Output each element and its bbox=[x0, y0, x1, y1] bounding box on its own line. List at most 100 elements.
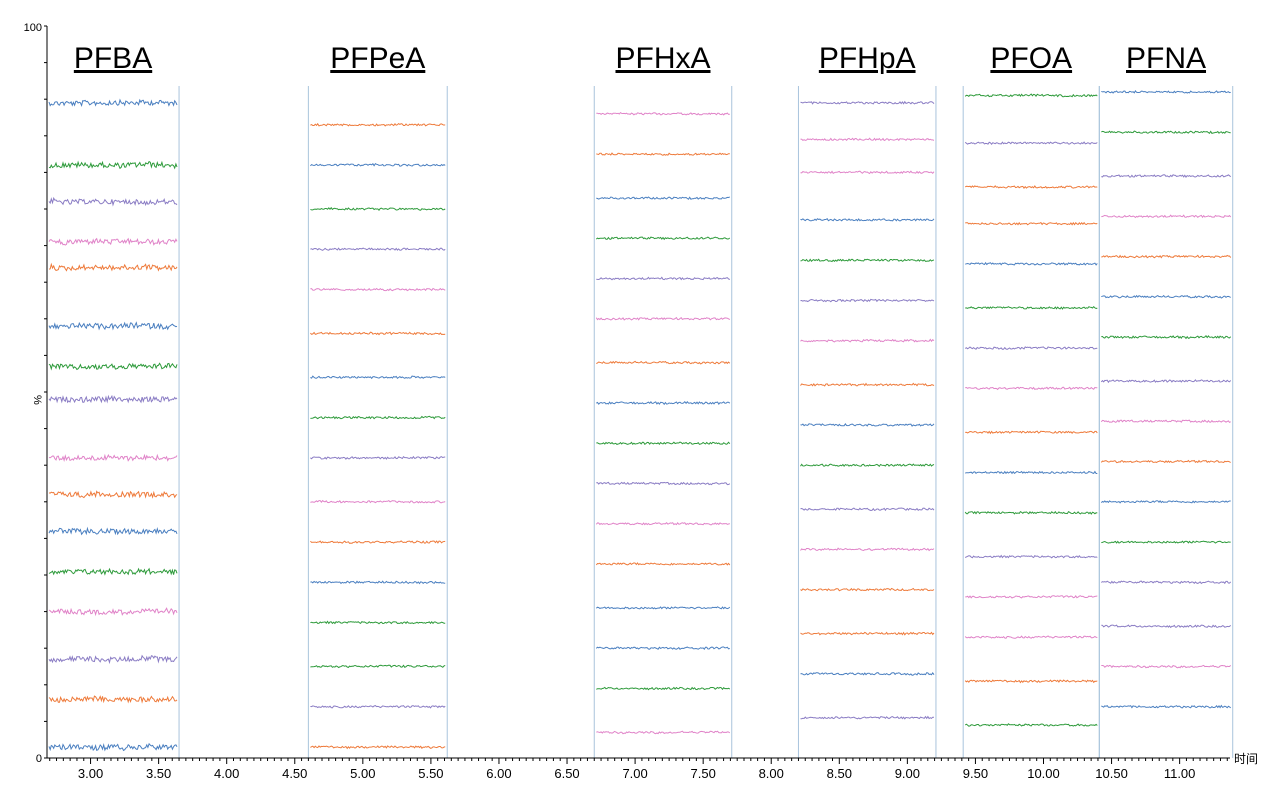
y-max-label: 100 bbox=[24, 22, 42, 34]
trace-line bbox=[800, 547, 935, 552]
trace-line bbox=[48, 394, 178, 404]
x-axis-unit-label: 时间 bbox=[1234, 752, 1258, 766]
trace-line bbox=[800, 170, 935, 175]
trace-line bbox=[595, 606, 731, 610]
x-tick-label: 4.00 bbox=[214, 766, 239, 781]
trace-line bbox=[964, 635, 1098, 639]
trace-line bbox=[800, 423, 935, 427]
trace-line bbox=[965, 470, 1098, 475]
x-tick-label: 7.50 bbox=[691, 766, 716, 781]
x-tick-label: 3.00 bbox=[78, 766, 103, 781]
window-boundaries bbox=[178, 86, 1234, 758]
trace-line bbox=[48, 453, 178, 463]
axes: 100 0 % 时间 bbox=[24, 22, 1258, 766]
x-tick-label: 11.00 bbox=[1164, 766, 1196, 781]
trace-line bbox=[800, 672, 935, 676]
trace-line bbox=[1101, 704, 1231, 709]
trace-line bbox=[48, 607, 178, 617]
trace-line bbox=[1101, 624, 1232, 629]
trace-line bbox=[800, 137, 935, 142]
trace-line bbox=[48, 362, 178, 371]
trace-line bbox=[595, 562, 731, 566]
x-tick-label: 8.50 bbox=[827, 766, 852, 781]
trace-line bbox=[596, 400, 731, 406]
x-tick-label: 9.50 bbox=[963, 766, 988, 781]
trace-line bbox=[964, 510, 1098, 515]
trace-line bbox=[310, 247, 446, 251]
trace-line bbox=[1101, 294, 1231, 299]
trace-line bbox=[1100, 499, 1231, 504]
x-tick-label: 5.00 bbox=[350, 766, 375, 781]
trace-line bbox=[596, 111, 730, 116]
trace-line bbox=[310, 415, 446, 420]
trace-line bbox=[48, 654, 178, 665]
trace-line bbox=[800, 463, 935, 468]
x-ticks: 3.00 3.50 4.00 4.50 5.00 5.50 6.00 6.50 7.00 7.50… bbox=[44, 25, 1228, 781]
trace-line bbox=[965, 221, 1098, 226]
trace-line bbox=[48, 160, 178, 170]
trace-line bbox=[310, 499, 446, 504]
trace-line bbox=[48, 567, 178, 576]
trace-line bbox=[1101, 90, 1231, 94]
trace-line bbox=[310, 745, 446, 750]
trace-line bbox=[596, 730, 731, 735]
trace-line bbox=[595, 521, 730, 526]
trace-line bbox=[596, 360, 731, 365]
x-tick-label: 3.50 bbox=[146, 766, 171, 781]
trace-line bbox=[1100, 379, 1232, 384]
trace-line bbox=[800, 587, 935, 592]
trace-line bbox=[595, 316, 731, 321]
trace-line bbox=[596, 481, 731, 486]
trace-line bbox=[1101, 254, 1232, 259]
trace-line bbox=[964, 679, 1098, 684]
trace-line bbox=[310, 540, 446, 544]
compound-label-pfpea: PFPeA bbox=[330, 42, 425, 75]
compound-labels: PFBA PFPeA PFHxA PFHpA PFOA PFNA bbox=[74, 42, 1206, 75]
trace-line bbox=[1101, 174, 1232, 178]
trace-line bbox=[800, 715, 934, 720]
trace-line bbox=[596, 152, 730, 156]
traces bbox=[48, 90, 1232, 752]
x-tick-label: 6.00 bbox=[486, 766, 511, 781]
compound-label-pfoa: PFOA bbox=[990, 42, 1072, 75]
trace-line bbox=[310, 206, 446, 211]
trace-line bbox=[965, 430, 1098, 435]
trace-line bbox=[48, 742, 178, 752]
trace-line bbox=[1101, 214, 1232, 219]
compound-label-pfna: PFNA bbox=[1126, 42, 1206, 75]
trace-line bbox=[310, 375, 446, 380]
trace-line bbox=[964, 723, 1098, 727]
trace-line bbox=[596, 276, 731, 281]
trace-line bbox=[965, 261, 1098, 266]
compound-label-pfhxa: PFHxA bbox=[615, 42, 710, 75]
trace-line bbox=[800, 338, 935, 343]
trace-line bbox=[310, 705, 446, 709]
x-tick-label: 8.00 bbox=[759, 766, 784, 781]
trace-line bbox=[310, 455, 446, 460]
trace-line bbox=[595, 236, 731, 241]
trace-line bbox=[310, 287, 446, 292]
trace-line bbox=[1101, 335, 1232, 340]
trace-line bbox=[596, 196, 731, 200]
trace-line bbox=[800, 298, 935, 303]
trace-line bbox=[800, 258, 935, 263]
trace-line bbox=[964, 346, 1098, 350]
trace-line bbox=[596, 686, 731, 691]
trace-line bbox=[595, 646, 730, 651]
compound-label-pfba: PFBA bbox=[74, 42, 152, 75]
y-min-label: 0 bbox=[36, 753, 42, 765]
trace-line bbox=[964, 185, 1098, 190]
trace-line bbox=[1100, 459, 1231, 464]
x-tick-label: 9.00 bbox=[895, 766, 920, 781]
trace-line bbox=[48, 321, 178, 331]
x-tick-label: 10.50 bbox=[1095, 766, 1128, 781]
trace-line bbox=[310, 163, 446, 167]
trace-line bbox=[310, 122, 446, 127]
trace-line bbox=[1101, 540, 1231, 544]
x-tick-label: 10.00 bbox=[1027, 766, 1060, 781]
trace-line bbox=[965, 305, 1098, 310]
trace-line bbox=[1100, 419, 1231, 424]
trace-line bbox=[965, 595, 1098, 599]
trace-line bbox=[800, 382, 935, 387]
